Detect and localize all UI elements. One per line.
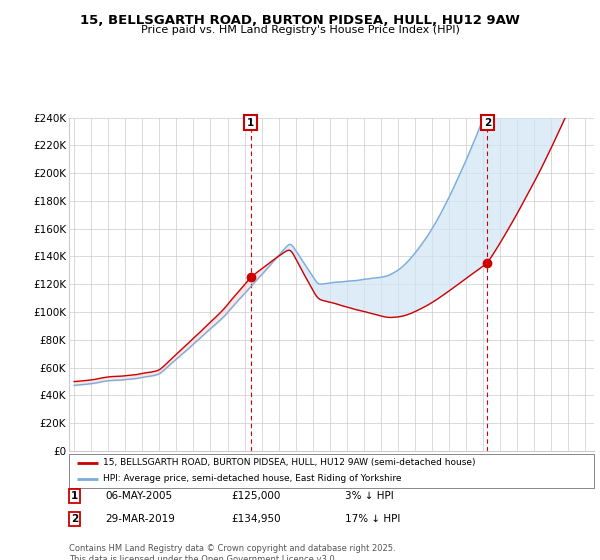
Text: 2: 2 [484, 118, 491, 128]
Text: 15, BELLSGARTH ROAD, BURTON PIDSEA, HULL, HU12 9AW: 15, BELLSGARTH ROAD, BURTON PIDSEA, HULL… [80, 14, 520, 27]
Text: HPI: Average price, semi-detached house, East Riding of Yorkshire: HPI: Average price, semi-detached house,… [103, 474, 401, 483]
Text: 06-MAY-2005: 06-MAY-2005 [105, 491, 172, 501]
Text: 17% ↓ HPI: 17% ↓ HPI [345, 514, 400, 524]
Text: £125,000: £125,000 [231, 491, 280, 501]
Text: Contains HM Land Registry data © Crown copyright and database right 2025.
This d: Contains HM Land Registry data © Crown c… [69, 544, 395, 560]
Text: 1: 1 [71, 491, 78, 501]
Text: 29-MAR-2019: 29-MAR-2019 [105, 514, 175, 524]
Text: 3% ↓ HPI: 3% ↓ HPI [345, 491, 394, 501]
Text: 15, BELLSGARTH ROAD, BURTON PIDSEA, HULL, HU12 9AW (semi-detached house): 15, BELLSGARTH ROAD, BURTON PIDSEA, HULL… [103, 459, 476, 468]
Text: 2: 2 [71, 514, 78, 524]
Text: £134,950: £134,950 [231, 514, 281, 524]
Text: 1: 1 [247, 118, 254, 128]
Text: Price paid vs. HM Land Registry's House Price Index (HPI): Price paid vs. HM Land Registry's House … [140, 25, 460, 35]
